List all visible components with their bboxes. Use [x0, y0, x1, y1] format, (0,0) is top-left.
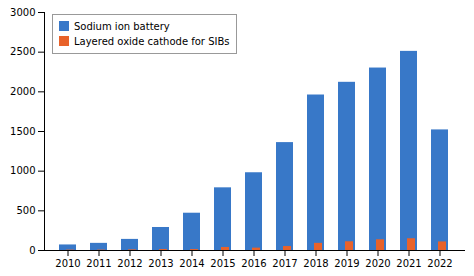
svg-text:2010: 2010: [55, 258, 80, 269]
html-text:Layered oxide cathode for SIBs: Layered oxide cathode for SIBs: [74, 36, 230, 47]
svg-text:2015: 2015: [210, 258, 235, 269]
svg-text:2019: 2019: [334, 258, 359, 269]
svg-text:500: 500: [16, 205, 35, 216]
svg-text:0: 0: [29, 245, 35, 256]
svg-text:2014: 2014: [179, 258, 204, 269]
svg-text:2017: 2017: [272, 258, 297, 269]
svg-text:2013: 2013: [148, 258, 173, 269]
svg-text:1500: 1500: [10, 126, 35, 137]
svg-text:2500: 2500: [10, 46, 35, 57]
svg-text:2022: 2022: [427, 258, 452, 269]
svg-text:2021: 2021: [396, 258, 421, 269]
html-text:Sodium ion battery: Sodium ion battery: [74, 21, 170, 32]
svg-text:2012: 2012: [117, 258, 142, 269]
svg-text:2018: 2018: [303, 258, 328, 269]
svg-text:2011: 2011: [86, 258, 111, 269]
svg-text:2020: 2020: [365, 258, 390, 269]
svg-text:1000: 1000: [10, 165, 35, 176]
svg-text:2016: 2016: [241, 258, 266, 269]
svg-text:3000: 3000: [10, 7, 35, 18]
svg-text:2000: 2000: [10, 86, 35, 97]
